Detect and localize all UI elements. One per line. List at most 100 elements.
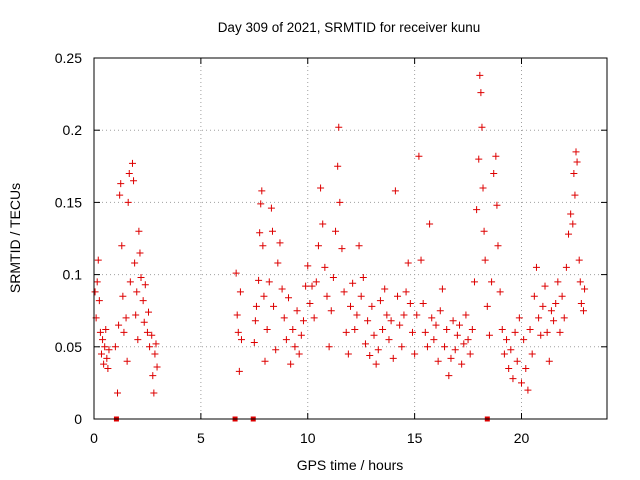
- data-point: [125, 170, 133, 178]
- data-point: [558, 292, 566, 300]
- data-point: [372, 360, 380, 368]
- grid-lines: [94, 58, 607, 419]
- data-point: [299, 317, 307, 325]
- data-point: [579, 307, 587, 315]
- data-point: [374, 346, 382, 354]
- data-point: [128, 159, 136, 167]
- data-point: [95, 297, 103, 305]
- data-point: [518, 379, 525, 387]
- data-point: [233, 311, 241, 319]
- y-axis-label: SRMTID / TECUs: [7, 183, 23, 293]
- data-point: [255, 276, 263, 284]
- data-point: [359, 273, 367, 281]
- data-point: [428, 314, 436, 322]
- y-tick-label: 0.1: [63, 267, 83, 283]
- data-point: [477, 89, 485, 97]
- data-point: [265, 278, 273, 286]
- data-point: [441, 343, 449, 351]
- y-tick-label: 0.15: [55, 194, 82, 210]
- data-point: [237, 336, 245, 344]
- data-point: [398, 343, 406, 351]
- data-point: [464, 336, 472, 344]
- data-point: [302, 282, 310, 290]
- data-point: [323, 292, 331, 300]
- data-point: [426, 220, 434, 228]
- data-point: [539, 302, 547, 310]
- data-point: [355, 242, 363, 250]
- data-point: [116, 191, 124, 199]
- data-point: [530, 292, 538, 300]
- data-point: [481, 256, 489, 264]
- data-point: [319, 220, 327, 228]
- data-point: [94, 256, 102, 264]
- data-point: [507, 346, 515, 354]
- data-point: [391, 187, 399, 195]
- data-point: [368, 302, 376, 310]
- data-point: [470, 278, 478, 286]
- data-point: [146, 343, 154, 351]
- data-point: [552, 299, 560, 307]
- data-point: [100, 360, 108, 368]
- data-point: [263, 325, 271, 333]
- data-point: [554, 278, 562, 286]
- data-point: [545, 357, 553, 365]
- data-point: [287, 360, 295, 368]
- data-point: [104, 364, 112, 372]
- data-point: [267, 204, 275, 212]
- data-point: [132, 311, 140, 319]
- data-point: [96, 328, 104, 336]
- x-tick-label: 15: [407, 430, 423, 446]
- data-point: [135, 227, 143, 235]
- data-point: [485, 331, 493, 339]
- data-point: [272, 346, 280, 354]
- data-point: [505, 364, 513, 372]
- data-point: [101, 343, 109, 351]
- data-point: [340, 288, 348, 296]
- data-point: [260, 292, 268, 300]
- data-point: [476, 71, 484, 79]
- data-point: [102, 325, 110, 333]
- data-point: [396, 321, 404, 329]
- data-point: [572, 148, 580, 156]
- x-tick-label: 20: [514, 430, 530, 446]
- data-point: [235, 367, 243, 375]
- data-point: [417, 256, 425, 264]
- data-points: [91, 71, 589, 422]
- data-point: [251, 317, 259, 325]
- data-point: [114, 389, 122, 397]
- data-point: [385, 336, 393, 344]
- data-point: [550, 317, 558, 325]
- data-point: [149, 372, 157, 380]
- data-point: [537, 331, 545, 339]
- data-point: [151, 350, 159, 358]
- data-point: [475, 155, 483, 163]
- data-point: [278, 285, 286, 293]
- data-point: [256, 229, 264, 237]
- data-point: [565, 230, 573, 238]
- data-point: [541, 282, 549, 290]
- data-point: [150, 389, 158, 397]
- data-point: [460, 340, 468, 348]
- data-point: [123, 357, 131, 365]
- data-point: [344, 350, 352, 358]
- data-point: [308, 282, 316, 290]
- y-tick-label: 0.25: [55, 50, 82, 66]
- data-point: [130, 177, 138, 185]
- data-point: [259, 242, 267, 250]
- data-point: [293, 307, 301, 315]
- data-point: [232, 269, 240, 277]
- data-point: [577, 299, 585, 307]
- data-point: [404, 259, 412, 267]
- data-point: [317, 184, 325, 192]
- data-point: [466, 350, 474, 358]
- data-point: [295, 350, 303, 358]
- data-point: [436, 307, 444, 315]
- data-point: [492, 152, 500, 160]
- chart-title: Day 309 of 2021, SRMTID for receiver kun…: [218, 20, 481, 35]
- data-point: [137, 273, 145, 281]
- data-point: [432, 321, 440, 329]
- data-point: [285, 294, 293, 302]
- data-point: [488, 278, 496, 286]
- data-point: [379, 325, 387, 333]
